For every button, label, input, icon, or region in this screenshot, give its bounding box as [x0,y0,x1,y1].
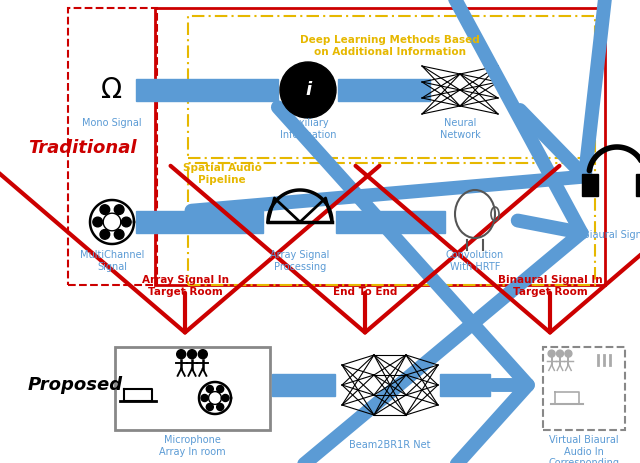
Circle shape [115,230,124,239]
Text: Microphone
Array In room: Microphone Array In room [159,435,225,457]
Bar [582,174,598,196]
Bar [68,8,157,285]
Text: Array Signal In
Target Room: Array Signal In Target Room [141,275,228,297]
Text: Array Signal
Processing: Array Signal Processing [270,250,330,272]
Circle shape [100,230,109,239]
Text: Beam2BR1R Net: Beam2BR1R Net [349,440,431,450]
Text: Convolution
With HRTF: Convolution With HRTF [446,250,504,272]
Bar [338,79,430,101]
Text: MultiChannel
Signal: MultiChannel Signal [80,250,144,272]
Text: Biaural Signal: Biaural Signal [583,230,640,240]
Text: Traditional: Traditional [28,139,136,157]
Bar [136,79,278,101]
Circle shape [548,350,555,357]
Text: Virtual Biaural
Audio In
Corresponding
Position: Virtual Biaural Audio In Corresponding P… [548,435,620,463]
Circle shape [206,403,213,411]
Bar [188,163,595,285]
Text: Ω: Ω [101,76,123,104]
Text: Mono Signal: Mono Signal [82,118,142,128]
Text: End To End: End To End [333,287,397,297]
Circle shape [206,386,213,393]
Circle shape [115,205,124,214]
Circle shape [93,217,102,227]
Text: Proposed: Proposed [28,376,123,394]
Bar [543,347,625,430]
Bar [440,374,490,396]
Bar [115,347,270,430]
Circle shape [188,350,196,359]
Text: Auxiliary
Information: Auxiliary Information [280,118,336,140]
Bar [188,16,595,158]
Circle shape [217,386,224,393]
Text: Spatial Audio
Pipeline: Spatial Audio Pipeline [182,163,261,185]
Circle shape [565,350,572,357]
Circle shape [222,394,229,401]
Bar [636,174,640,196]
Bar [272,374,335,396]
Circle shape [122,217,131,227]
Circle shape [201,394,208,401]
Bar [336,211,445,233]
Text: Binaural Signal In
Target Room: Binaural Signal In Target Room [498,275,602,297]
Circle shape [177,350,186,359]
Text: i: i [305,81,311,99]
Bar [136,211,263,233]
Circle shape [217,403,224,411]
Circle shape [280,62,336,118]
Circle shape [557,350,563,357]
Bar [155,8,605,285]
Text: Neural
Network: Neural Network [440,118,481,140]
Circle shape [198,350,207,359]
Circle shape [100,205,109,214]
Text: Deep Learning Methods Based
on Additional Information: Deep Learning Methods Based on Additiona… [300,35,480,56]
